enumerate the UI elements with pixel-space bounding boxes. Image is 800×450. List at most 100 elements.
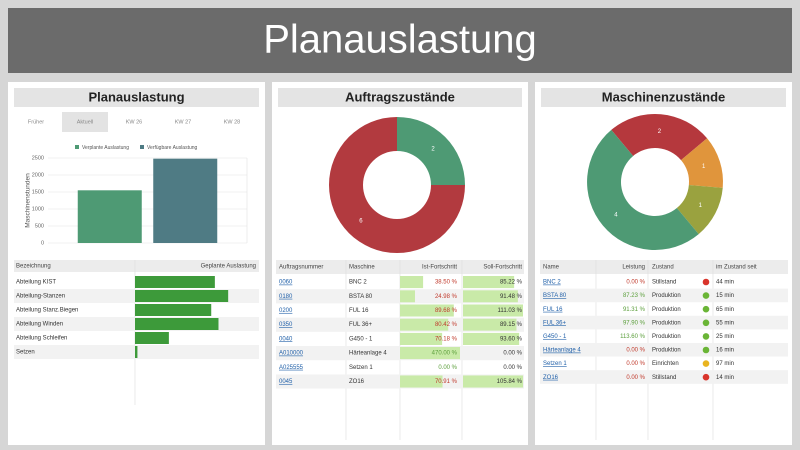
progress-cell (400, 290, 415, 303)
performance: 113.60 % (620, 334, 646, 340)
status: Stillstand (652, 375, 676, 381)
machine-link[interactable]: Härteanlage 4 (543, 348, 581, 354)
legend-label: Verplante Auslastung (82, 145, 129, 151)
progress-cell (400, 276, 424, 289)
since: 44 min (716, 280, 734, 286)
performance: 91.31 % (623, 307, 646, 313)
legend-swatch (75, 145, 79, 149)
performance: 97.90 % (623, 320, 646, 326)
machine: BSTA 80 (349, 294, 373, 300)
status-dot (702, 373, 710, 381)
load-bar (135, 276, 215, 288)
ist-label: 0.00 % (438, 365, 457, 371)
machine-link[interactable]: BNC 2 (543, 280, 561, 286)
ist-bar (400, 318, 449, 331)
row-name: Abteilung-Stanzen (16, 294, 65, 300)
machine: Setzen 1 (349, 365, 373, 371)
soll-bar (463, 318, 517, 331)
ist-label: 38.50 % (435, 280, 458, 286)
panel-title: Auftragszustände (345, 89, 455, 104)
column-header: im Zustand seit (716, 265, 757, 271)
status-dot (702, 346, 710, 354)
ist-label: 70.18 % (435, 336, 458, 342)
tab-active-bg (62, 112, 108, 132)
since: 15 min (716, 293, 734, 299)
performance: 0.00 % (626, 361, 645, 367)
order-link[interactable]: 0045 (279, 379, 293, 385)
load-bar (135, 290, 229, 302)
machine: G450 - 1 (349, 336, 373, 342)
soll-label: 85.22 % (500, 280, 523, 286)
machine-link[interactable]: Setzen 1 (543, 361, 567, 367)
segment-label: 1 (699, 203, 703, 209)
order-link[interactable]: 0350 (279, 322, 293, 328)
machine-link[interactable]: BSTA 80 (543, 293, 567, 299)
soll-label: 93.60 % (500, 336, 523, 342)
tab[interactable]: KW 26 (126, 119, 143, 125)
panel-title-box (278, 88, 522, 107)
order-link[interactable]: 0040 (279, 336, 293, 342)
load-bar (135, 304, 212, 316)
order-link[interactable]: 0180 (279, 294, 293, 300)
status: Einrichten (652, 361, 679, 367)
legend-swatch (140, 145, 144, 149)
panel-title-box (14, 88, 259, 107)
soll-bar (463, 290, 518, 303)
row-name: Abteilung Schleifen (16, 336, 67, 342)
row-name: Abteilung Stanz.Biegen (16, 308, 78, 314)
tab[interactable]: KW 27 (175, 119, 192, 125)
row-bg (540, 288, 788, 303)
segment-label: 2 (658, 129, 662, 135)
soll-label: 0.00 % (503, 351, 522, 357)
y-tick-label: 2500 (32, 155, 44, 161)
status-dot (702, 333, 710, 340)
segment-label: 6 (359, 219, 363, 225)
header-bar (8, 8, 792, 73)
order-link[interactable]: A025555 (279, 365, 304, 371)
since: 25 min (716, 334, 734, 340)
ist-label: 70.91 % (435, 379, 458, 385)
order-link[interactable]: 0200 (279, 308, 293, 314)
order-link[interactable]: 0060 (279, 280, 293, 286)
machine-link[interactable]: G450 - 1 (543, 334, 567, 340)
ist-bar (400, 276, 424, 289)
machine-link[interactable]: FUL 36+ (543, 320, 566, 326)
row-bg (540, 343, 788, 357)
machine-link[interactable]: FUL 16 (543, 307, 563, 313)
status: Produktion (652, 293, 681, 299)
donut-segment (681, 138, 723, 188)
tab[interactable]: Aktuell (77, 119, 94, 125)
progress-cell (400, 347, 460, 360)
column-header: Ist-Fortschritt (422, 265, 457, 271)
column-header: Maschine (349, 265, 375, 271)
progress-cell (463, 290, 518, 303)
soll-bar (463, 332, 520, 345)
order-link[interactable]: A010000 (279, 351, 304, 357)
bar (153, 158, 218, 243)
soll-label: 89.15 % (500, 322, 523, 328)
donut-segment (397, 117, 465, 185)
status: Produktion (652, 307, 681, 313)
performance: 0.00 % (626, 280, 645, 286)
y-axis-label: Maschinenstunden (25, 173, 32, 228)
ist-bar (400, 332, 443, 345)
segment-label: 2 (431, 147, 435, 153)
status-dot (702, 278, 710, 286)
machine-link[interactable]: ZO16 (543, 375, 559, 381)
progress-cell (463, 276, 515, 289)
tab[interactable]: KW 28 (224, 119, 241, 125)
table-header-bg (14, 260, 259, 272)
ist-bar (400, 290, 415, 303)
column-header: Zustand (652, 265, 674, 271)
tab[interactable]: Früher (28, 119, 44, 125)
performance: 0.00 % (626, 375, 645, 381)
soll-label: 105.84 % (497, 379, 523, 385)
since: 16 min (716, 348, 734, 354)
ist-label: 89.68 % (435, 308, 458, 314)
status-dot (702, 319, 710, 327)
machine: Härteanlage 4 (349, 351, 387, 357)
status: Produktion (652, 320, 681, 326)
soll-bar (463, 375, 523, 388)
status: Stillstand (652, 280, 676, 286)
progress-cell (463, 318, 517, 331)
